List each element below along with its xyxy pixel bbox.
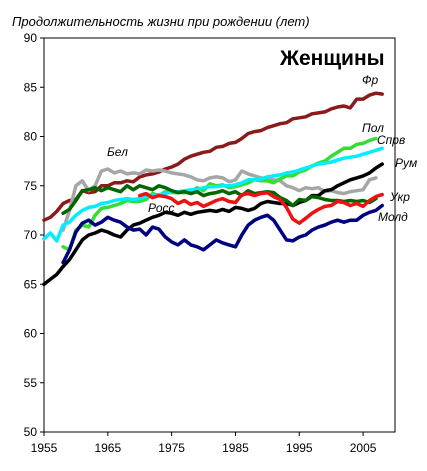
y-axis-label: Продолжительность жизни при рождении (ле… <box>12 14 310 29</box>
x-tick-label: 1975 <box>158 441 185 455</box>
series-lines <box>42 91 384 287</box>
series-label: Молд <box>378 210 408 224</box>
series-label: Укр <box>389 190 410 204</box>
y-tick-label: 70 <box>24 228 38 242</box>
y-tick-label: 50 <box>24 425 38 439</box>
x-tick-label: 1985 <box>222 441 249 455</box>
y-tick-label: 90 <box>24 31 38 45</box>
chart-title: Женщины <box>279 47 385 70</box>
x-tick-label: 2005 <box>350 441 377 455</box>
series-line <box>61 184 378 216</box>
series-line <box>42 162 384 287</box>
y-tick-label: 60 <box>24 327 38 341</box>
x-tick-label: 1965 <box>94 441 121 455</box>
series-line <box>137 190 384 225</box>
series-label: Росс <box>148 201 175 215</box>
series-label: Пол <box>362 121 384 135</box>
x-tick-label: 1995 <box>286 441 313 455</box>
y-axis: 50 55 60 65 70 75 80 85 90 <box>24 31 44 439</box>
series-line <box>42 91 384 222</box>
series-label: Бел <box>107 145 128 159</box>
series-line <box>61 203 384 265</box>
series-label: Спрв <box>377 133 405 147</box>
series-label: Рум <box>395 156 417 170</box>
y-tick-label: 80 <box>24 130 38 144</box>
series-label: Фр <box>362 73 379 87</box>
y-tick-label: 55 <box>24 376 38 390</box>
y-tick-label: 65 <box>24 277 38 291</box>
x-tick-label: 1955 <box>31 441 58 455</box>
y-tick-label: 85 <box>24 80 38 94</box>
x-axis: 1955 1965 1975 1985 1995 2005 <box>31 432 377 455</box>
series-line <box>42 146 384 243</box>
plot-area <box>43 37 396 433</box>
y-tick-label: 75 <box>24 179 38 193</box>
